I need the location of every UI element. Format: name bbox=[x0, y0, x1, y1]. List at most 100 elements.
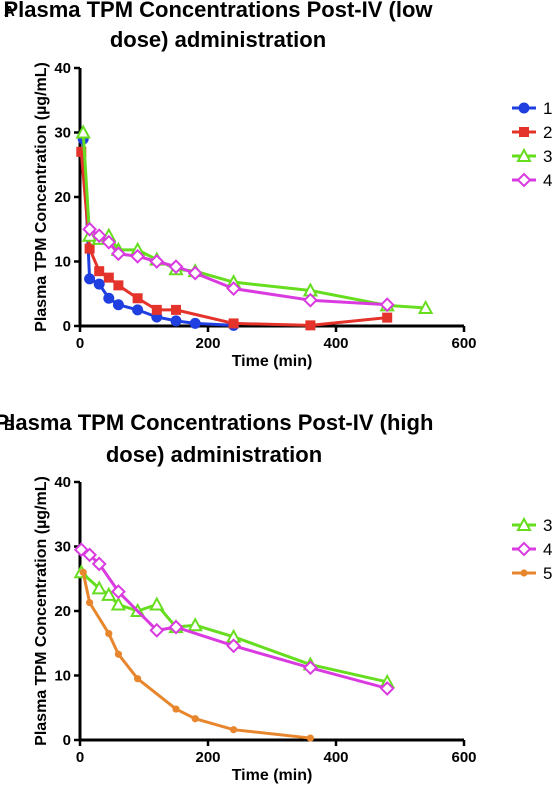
series-4 bbox=[73, 542, 395, 696]
series-line bbox=[81, 132, 426, 310]
y-axis-label: Plasma TPM Concentration (µg/mL) bbox=[33, 476, 50, 746]
series-line bbox=[79, 151, 388, 327]
y-tick-label: 10 bbox=[54, 254, 71, 271]
chart-title-line: Plasma TPM Concentrations Post-IV (high bbox=[0, 410, 433, 435]
panel-letter: A bbox=[4, 3, 15, 20]
data-point bbox=[168, 259, 184, 275]
data-point bbox=[382, 312, 393, 323]
data-point bbox=[103, 272, 114, 283]
y-tick-label: 30 bbox=[54, 125, 71, 142]
data-point bbox=[101, 586, 117, 601]
legend-label: 3 bbox=[543, 147, 552, 166]
y-axis-label: Plasma TPM Concentration (µg/mL) bbox=[33, 62, 50, 332]
data-point bbox=[168, 619, 184, 635]
series-2 bbox=[76, 146, 393, 331]
data-point bbox=[101, 234, 117, 250]
series-3 bbox=[75, 124, 434, 314]
data-point bbox=[86, 599, 94, 607]
legend-item: 2 bbox=[512, 123, 552, 142]
y-tick-label: 0 bbox=[63, 318, 71, 335]
data-point bbox=[105, 629, 113, 638]
y-tick-label: 10 bbox=[54, 668, 71, 685]
data-point bbox=[84, 273, 96, 285]
y-tick-label: 40 bbox=[54, 60, 71, 77]
data-point bbox=[93, 278, 105, 290]
data-point bbox=[134, 675, 142, 683]
data-point bbox=[149, 622, 165, 638]
data-point bbox=[76, 146, 87, 157]
data-point bbox=[187, 265, 203, 281]
data-point bbox=[306, 734, 314, 742]
legend-label: 4 bbox=[543, 540, 552, 559]
data-point bbox=[172, 705, 180, 713]
legend-item: 1 bbox=[512, 99, 552, 118]
data-point bbox=[73, 542, 89, 558]
data-point bbox=[91, 228, 107, 244]
legend-item: 3 bbox=[512, 516, 552, 535]
data-point bbox=[305, 320, 316, 331]
x-tick-label: 200 bbox=[195, 335, 220, 352]
y-tick-label: 20 bbox=[54, 603, 71, 620]
data-point bbox=[82, 547, 98, 563]
data-point bbox=[110, 584, 126, 600]
x-tick-label: 400 bbox=[323, 335, 348, 352]
legend-label: 4 bbox=[543, 171, 552, 190]
data-point bbox=[132, 293, 143, 304]
series-5 bbox=[79, 568, 314, 742]
data-point bbox=[75, 124, 91, 139]
legend-item: 4 bbox=[512, 171, 552, 190]
data-point bbox=[79, 568, 87, 576]
data-point bbox=[149, 254, 165, 269]
series-3 bbox=[73, 564, 395, 688]
data-point bbox=[82, 221, 98, 237]
legend-marker bbox=[516, 541, 532, 557]
data-point bbox=[170, 315, 182, 327]
legend-item: 5 bbox=[512, 564, 552, 583]
data-point bbox=[110, 596, 127, 611]
x-axis-label: Time (min) bbox=[232, 353, 313, 370]
y-tick-label: 20 bbox=[54, 189, 71, 206]
data-point bbox=[302, 660, 318, 676]
series-4 bbox=[82, 221, 395, 313]
chart-title-line: dose) administration bbox=[106, 442, 322, 467]
legend-item: 3 bbox=[512, 147, 552, 166]
legend-item: 4 bbox=[512, 540, 552, 559]
x-tick-label: 200 bbox=[195, 749, 220, 766]
legend-marker bbox=[516, 516, 532, 531]
legend-marker bbox=[518, 102, 530, 114]
data-point bbox=[112, 299, 124, 311]
legend-label: 5 bbox=[543, 564, 552, 583]
legend-marker bbox=[516, 172, 532, 188]
x-tick-label: 600 bbox=[451, 335, 476, 352]
x-tick-label: 600 bbox=[451, 749, 476, 766]
data-point bbox=[417, 299, 434, 314]
x-tick-label: 0 bbox=[76, 335, 84, 352]
legend-label: 3 bbox=[543, 516, 552, 535]
x-tick-label: 0 bbox=[76, 749, 84, 766]
data-point bbox=[132, 304, 144, 316]
legend-label: 2 bbox=[543, 123, 552, 142]
data-point bbox=[130, 248, 146, 264]
y-tick-label: 0 bbox=[63, 732, 71, 749]
data-point bbox=[230, 726, 238, 734]
data-point bbox=[379, 680, 395, 696]
data-point bbox=[228, 318, 239, 329]
legend-marker bbox=[520, 569, 528, 577]
data-point bbox=[379, 297, 395, 313]
data-point bbox=[113, 280, 124, 291]
chart-title-line: dose) administration bbox=[110, 27, 326, 52]
data-point bbox=[91, 556, 107, 572]
data-point bbox=[94, 266, 105, 277]
data-point bbox=[302, 292, 318, 308]
x-tick-label: 400 bbox=[323, 749, 348, 766]
data-point bbox=[189, 317, 201, 329]
data-point bbox=[84, 243, 95, 254]
legend-marker bbox=[516, 147, 532, 162]
y-tick-label: 30 bbox=[54, 539, 71, 556]
data-point bbox=[114, 650, 122, 658]
data-point bbox=[191, 715, 199, 723]
data-point bbox=[171, 304, 181, 315]
